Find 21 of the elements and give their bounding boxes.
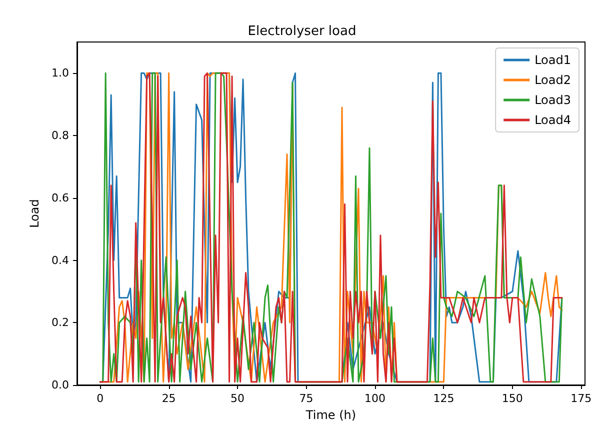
y-tick-label: 1.0 (52, 66, 69, 80)
legend-label: Load1 (534, 53, 571, 67)
y-tick-label: 0.8 (52, 129, 69, 142)
x-tick-label: 75 (299, 392, 314, 405)
x-tick-label: 125 (433, 392, 454, 405)
x-tick-label: 175 (570, 392, 592, 405)
x-tick-label: 50 (230, 392, 245, 405)
y-tick-label: 0.4 (52, 254, 69, 267)
x-axis-title: Time (h) (304, 408, 356, 422)
x-tick-label: 0 (96, 392, 104, 405)
legend-label: Load4 (534, 113, 571, 127)
x-tick-label: 150 (502, 392, 523, 405)
x-tick-label: 25 (162, 392, 176, 405)
chart-title: Electrolyser load (248, 24, 356, 39)
y-axis-title: Load (28, 199, 42, 228)
x-tick-label: 100 (364, 392, 386, 405)
legend-label: Load3 (534, 93, 571, 107)
y-tick-label: 0.0 (52, 378, 69, 392)
y-tick-label: 0.2 (52, 316, 69, 330)
y-tick-label: 0.6 (52, 191, 69, 204)
legend-label: Load2 (534, 73, 571, 87)
